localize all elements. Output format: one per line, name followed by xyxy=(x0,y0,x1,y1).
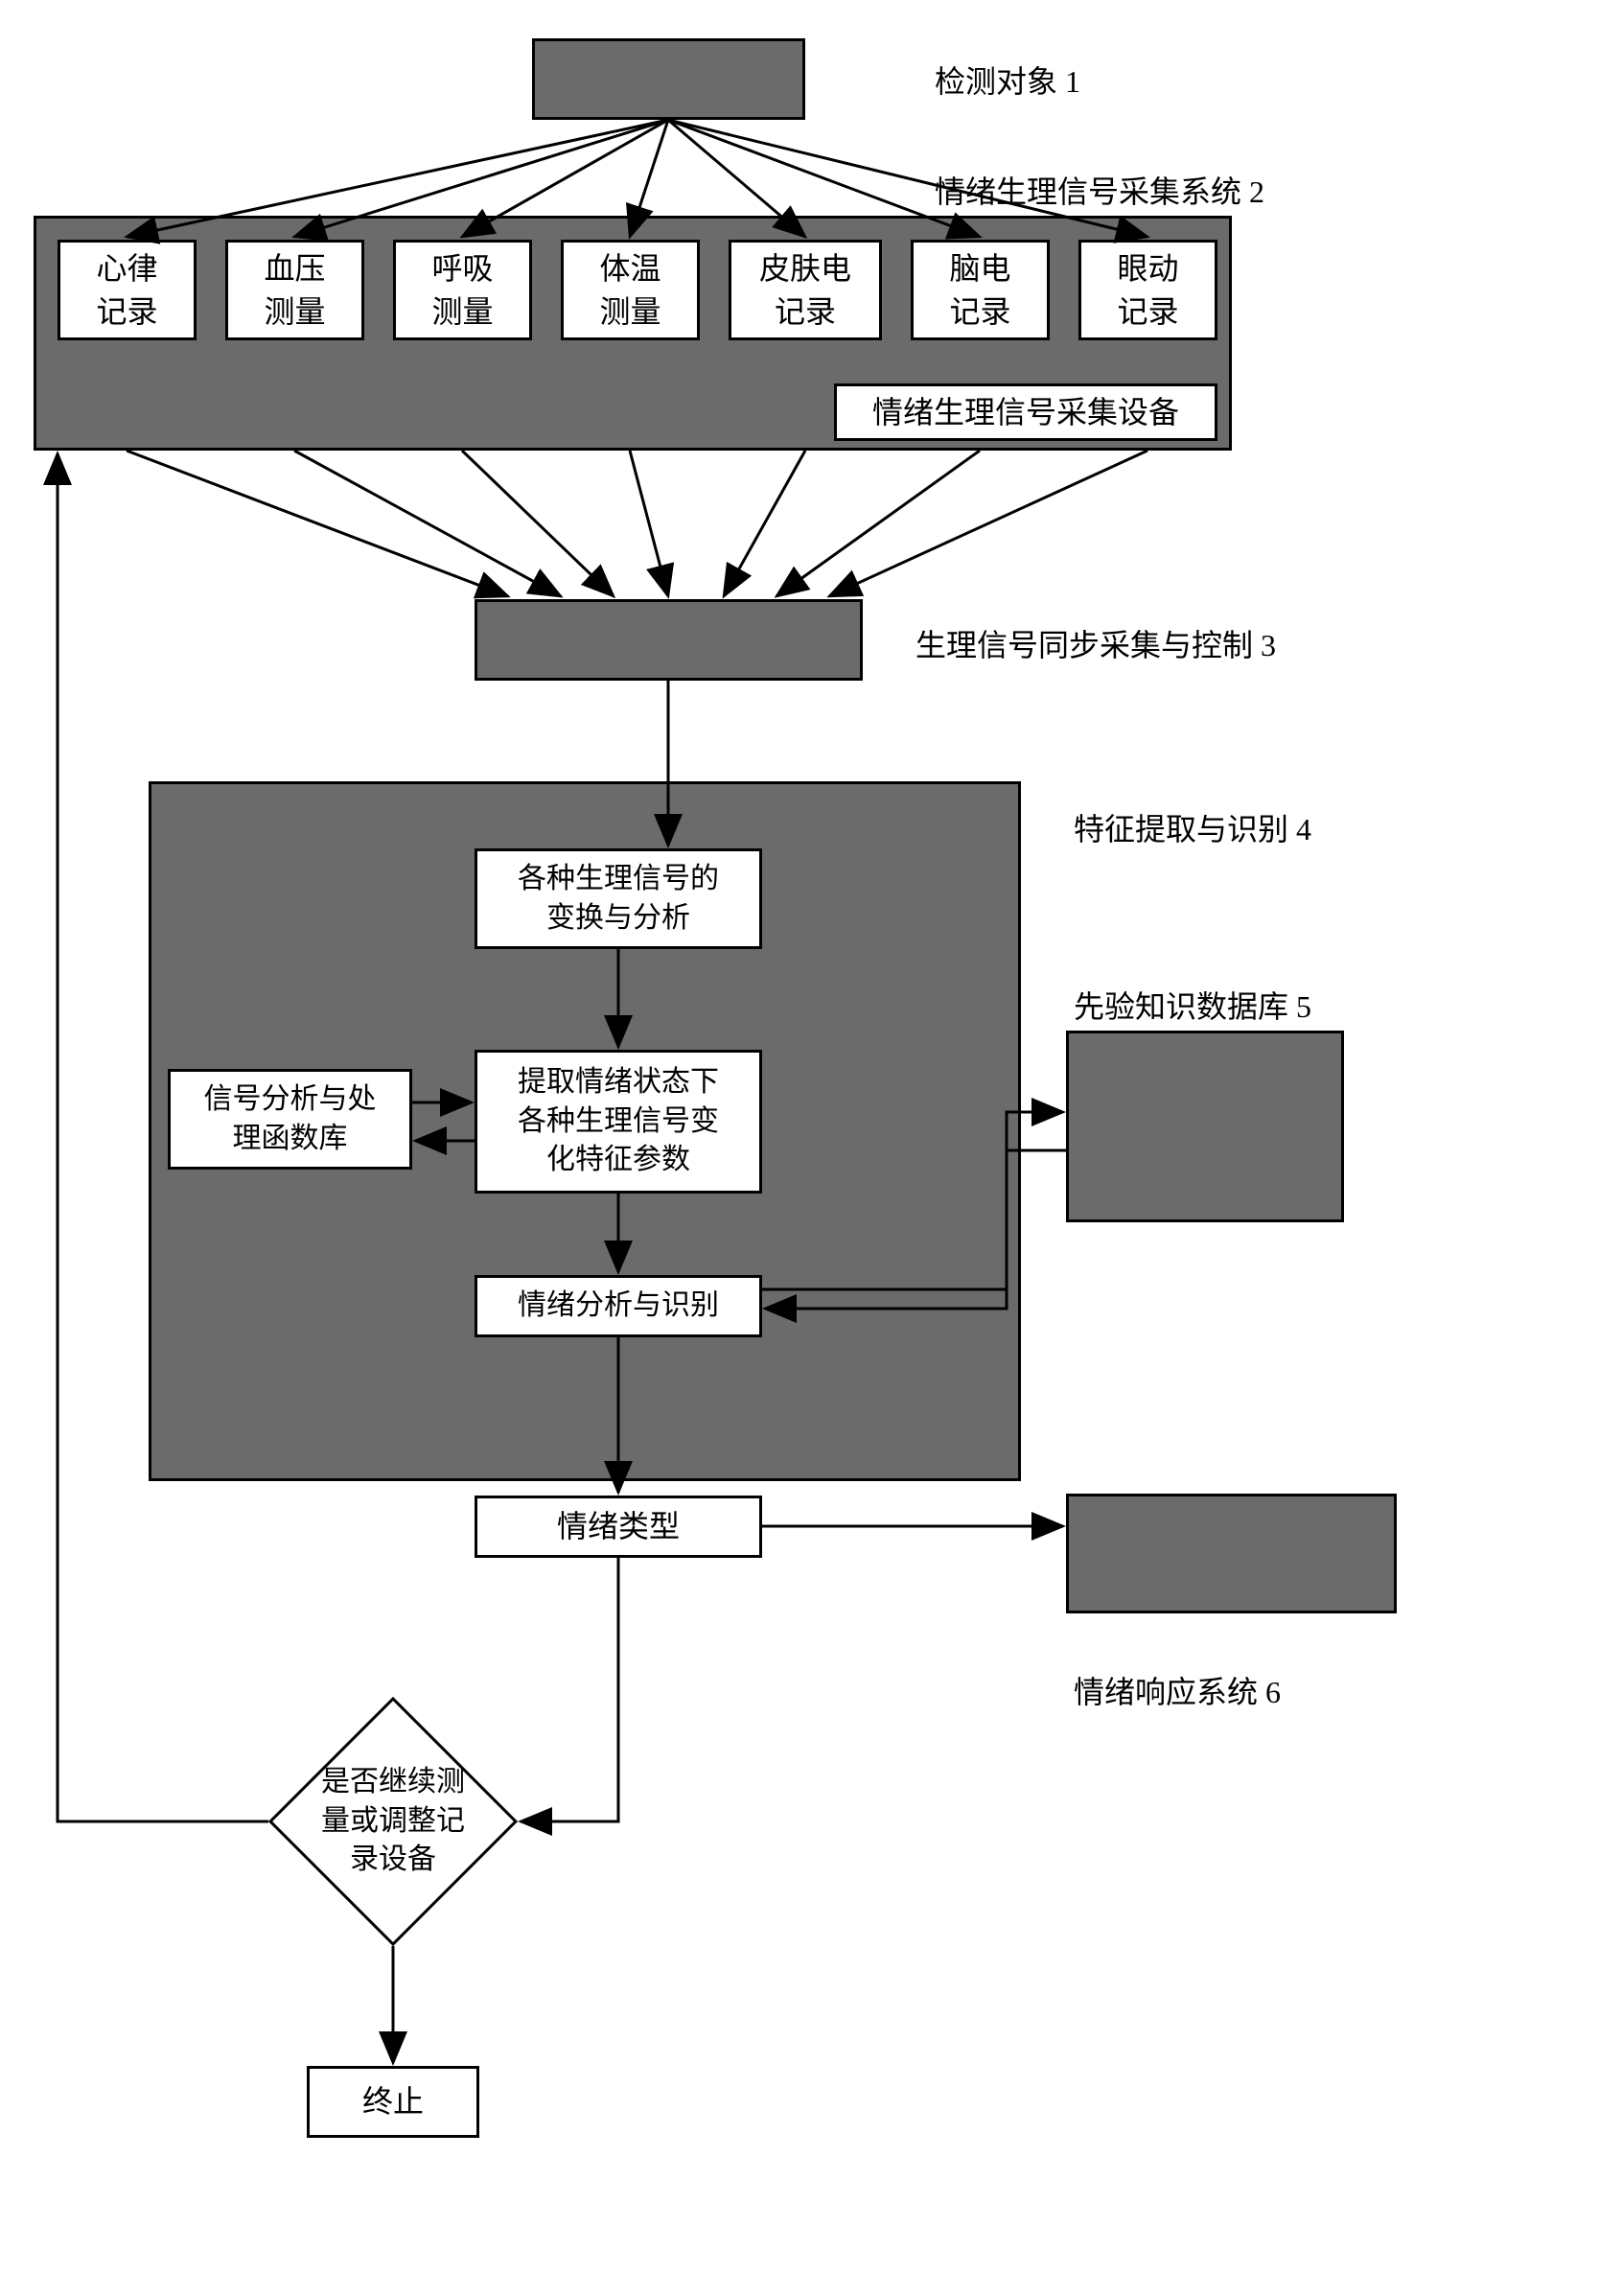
signal-module-2: 呼吸 测量 xyxy=(393,240,532,340)
extract-features-text: 提取情绪状态下 各种生理信号变 化特征参数 xyxy=(518,1063,719,1180)
label-feature: 特征提取与识别 4 xyxy=(1074,805,1311,849)
signal-module-text-6: 眼动 记录 xyxy=(1117,247,1178,334)
signal-module-4: 皮肤电 记录 xyxy=(729,240,882,340)
signal-module-text-3: 体温 测量 xyxy=(599,247,660,334)
signal-module-text-2: 呼吸 测量 xyxy=(431,247,493,334)
terminate-box: 终止 xyxy=(307,2066,479,2138)
sync-control-box xyxy=(475,599,863,681)
signal-library-text: 信号分析与处 理函数库 xyxy=(204,1080,377,1158)
transform-analysis-text: 各种生理信号的 变换与分析 xyxy=(518,860,719,938)
signal-library-box: 信号分析与处 理函数库 xyxy=(168,1069,412,1170)
signal-module-text-0: 心律 记录 xyxy=(96,247,157,334)
terminate-text: 终止 xyxy=(362,2080,424,2123)
signal-module-3: 体温 测量 xyxy=(561,240,700,340)
flowchart-container: 检测对象 1 情绪生理信号采集系统 2 生理信号同步采集与控制 3 特征提取与识… xyxy=(0,0,1599,2296)
emotion-analysis-text: 情绪分析与识别 xyxy=(518,1287,719,1326)
label-signal-system: 情绪生理信号采集系统 2 xyxy=(935,168,1264,212)
detection-object-box xyxy=(532,38,805,120)
emotion-type-box: 情绪类型 xyxy=(475,1496,762,1558)
signal-module-text-4: 皮肤电 记录 xyxy=(759,247,851,334)
signal-module-1: 血压 测量 xyxy=(225,240,364,340)
emotion-response-box xyxy=(1066,1494,1397,1613)
label-sync: 生理信号同步采集与控制 3 xyxy=(915,621,1276,665)
label-detection-object: 检测对象 1 xyxy=(935,58,1080,102)
signal-module-6: 眼动 记录 xyxy=(1078,240,1217,340)
transform-analysis-box: 各种生理信号的 变换与分析 xyxy=(475,848,762,949)
extract-features-box: 提取情绪状态下 各种生理信号变 化特征参数 xyxy=(475,1050,762,1194)
emotion-analysis-box: 情绪分析与识别 xyxy=(475,1275,762,1337)
signal-equipment-text: 情绪生理信号采集设备 xyxy=(872,391,1179,434)
label-prior-db: 先验知识数据库 5 xyxy=(1074,983,1311,1027)
emotion-type-text: 情绪类型 xyxy=(557,1505,680,1548)
prior-db-box xyxy=(1066,1031,1344,1222)
signal-module-text-5: 脑电 记录 xyxy=(949,247,1010,334)
signal-equipment-label-box: 情绪生理信号采集设备 xyxy=(834,383,1217,441)
label-response: 情绪响应系统 6 xyxy=(1074,1668,1281,1712)
signal-module-5: 脑电 记录 xyxy=(911,240,1050,340)
decision-diamond: 是否继续测 量或调整记 录设备 xyxy=(268,1697,518,1946)
signal-module-text-1: 血压 测量 xyxy=(264,247,325,334)
decision-text: 是否继续测 量或调整记 录设备 xyxy=(321,1763,465,1880)
signal-module-0: 心律 记录 xyxy=(58,240,197,340)
